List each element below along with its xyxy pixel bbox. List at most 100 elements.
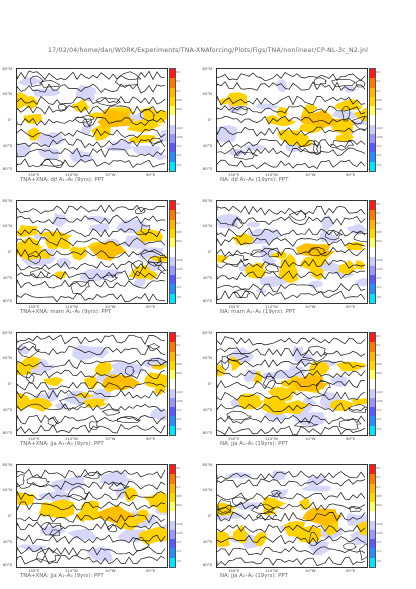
colorbar-label: -0.1 xyxy=(176,409,182,413)
lon-tick-label: 150°E xyxy=(228,304,240,309)
positive-anomaly-patch xyxy=(154,383,167,396)
colorbar-label: 0.02 xyxy=(176,240,182,244)
positive-anomaly-patch xyxy=(301,109,342,128)
colorbar-label: -0.2 xyxy=(176,286,182,290)
colorbar xyxy=(169,464,176,568)
contour-line xyxy=(147,358,167,367)
contour-line xyxy=(302,345,328,362)
precip-anomaly-map xyxy=(216,200,368,304)
positive-anomaly-patch xyxy=(17,492,30,505)
contour-line xyxy=(298,143,319,154)
negative-anomaly-patch xyxy=(255,103,281,110)
lat-tick-label: 40°N xyxy=(202,487,212,492)
contour-line xyxy=(255,511,278,521)
positive-anomaly-patch xyxy=(101,374,142,391)
map-panel: 80°N 40°N 0° 40°S 80°S 150°E 110°W 10°W 90°E 0.5 0… xyxy=(2,462,182,584)
contour-line xyxy=(217,336,366,346)
contour-line xyxy=(17,359,166,369)
colorbar-segment xyxy=(170,228,175,239)
contour-line xyxy=(221,355,230,371)
precip-anomaly-map xyxy=(16,332,168,436)
colorbar-label: 0.02 xyxy=(376,372,382,376)
positive-anomaly-patch xyxy=(124,487,139,502)
contour-line xyxy=(226,410,252,421)
contour-line xyxy=(331,78,357,88)
colorbar-label: 0.1 xyxy=(376,353,381,357)
colorbar-segment xyxy=(170,69,175,79)
colorbar-label: -0.5 xyxy=(176,295,182,299)
colorbar-label: 0.1 xyxy=(176,353,181,357)
colorbar-label: -0.2 xyxy=(376,154,382,158)
colorbar-segment xyxy=(370,106,375,116)
colorbar-segment xyxy=(370,379,375,389)
lon-tick-label: 10°W xyxy=(305,436,316,441)
colorbar-label: -0.1 xyxy=(376,277,382,281)
contour-line xyxy=(17,345,166,356)
contour-line xyxy=(217,402,366,413)
negative-anomaly-patch xyxy=(259,245,274,258)
positive-anomaly-patch xyxy=(217,364,226,377)
colorbar-label: -0.1 xyxy=(376,145,382,149)
colorbar-label: -0.1 xyxy=(176,145,182,149)
lon-tick-label: 90°E xyxy=(146,568,156,573)
positive-anomaly-patch xyxy=(217,254,229,264)
colorbar-segment xyxy=(370,333,375,343)
precip-anomaly-map xyxy=(216,68,368,172)
negative-anomaly-patch xyxy=(70,149,94,163)
contour-line xyxy=(313,77,328,85)
colorbar-label: 0.5 xyxy=(376,467,381,470)
precip-anomaly-map xyxy=(16,464,168,568)
colorbar-segment xyxy=(370,228,375,239)
colorbar-label: 0.5 xyxy=(176,71,181,74)
contour-line xyxy=(359,543,367,561)
colorbar-segment xyxy=(170,539,175,549)
negative-anomaly-patch xyxy=(255,288,268,294)
colorbar-segment xyxy=(370,161,375,171)
colorbar-segment xyxy=(370,284,375,294)
positive-anomaly-patch xyxy=(338,260,357,274)
contour-line xyxy=(217,115,366,125)
contour-line xyxy=(217,72,366,82)
colorbar-segment xyxy=(170,511,175,521)
positive-anomaly-patch xyxy=(136,510,148,522)
negative-anomaly-patch xyxy=(18,76,45,86)
colorbar-label: -0.2 xyxy=(176,154,182,158)
colorbar-label: 0.05 xyxy=(376,98,382,102)
contour-line xyxy=(17,513,166,524)
contour-line xyxy=(251,503,275,515)
negative-anomaly-patch xyxy=(72,344,101,361)
colorbar-segment xyxy=(370,416,375,426)
colorbar-label: 0.05 xyxy=(376,494,382,498)
colorbar-label: 0.5 xyxy=(176,335,181,338)
contour-line xyxy=(17,491,166,501)
contour-line xyxy=(293,420,319,428)
lon-tick-label: 90°E xyxy=(146,172,156,177)
colorbar-label: -0.05 xyxy=(376,531,383,535)
contour-line xyxy=(343,542,358,550)
colorbar-segment xyxy=(370,511,375,521)
colorbar-segment xyxy=(370,201,375,211)
lat-tick-label: 40°N xyxy=(202,91,212,96)
contour-line xyxy=(17,474,25,488)
panel-caption: TNA+XNA: djf A₁–A₀ (9yrs): PPT xyxy=(20,177,105,183)
lat-tick-label: 0° xyxy=(207,381,212,386)
contour-line xyxy=(308,531,319,547)
negative-anomaly-patch xyxy=(321,214,335,231)
contour-line xyxy=(17,279,166,289)
panel-caption: NA: djf A₁–A₀ (19yrs): PPT xyxy=(220,177,289,183)
lat-tick-label: 40°N xyxy=(2,91,12,96)
contour-line xyxy=(315,381,331,395)
colorbar-label: -0.5 xyxy=(376,427,382,431)
colorbar-label: 0.1 xyxy=(376,89,381,93)
colorbar-segment xyxy=(170,161,175,171)
lat-tick-label: 0° xyxy=(7,381,12,386)
lat-tick-label: 0° xyxy=(7,117,12,122)
contour-line xyxy=(17,70,166,81)
contour-line xyxy=(130,259,144,277)
negative-anomaly-patch xyxy=(245,221,261,228)
contour-line xyxy=(329,140,355,151)
contour-line xyxy=(217,270,365,281)
contour-line xyxy=(217,81,366,91)
lon-tick-label: 110°W xyxy=(65,568,78,573)
positive-anomaly-patch xyxy=(299,497,312,510)
